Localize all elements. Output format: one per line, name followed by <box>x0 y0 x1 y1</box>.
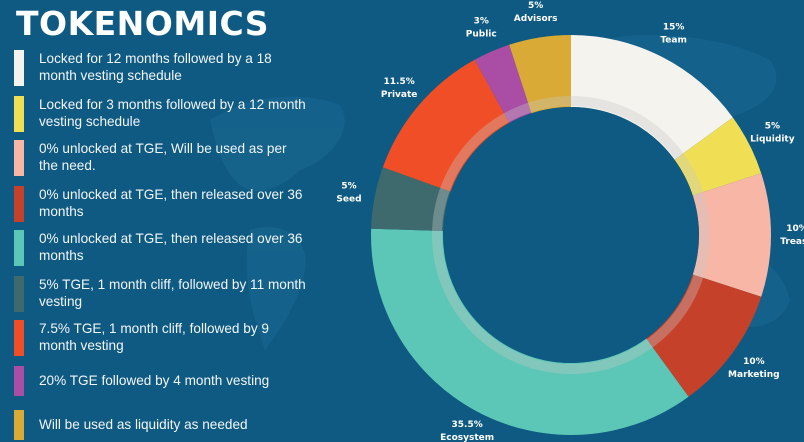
donut-slice-team <box>571 35 733 160</box>
slice-value-label: 10% <box>786 224 804 234</box>
donut-slice-marketing <box>646 274 762 397</box>
legend-item: 20% TGE followed by 4 month vesting <box>14 366 309 396</box>
slice-value-label: 10% <box>743 357 765 367</box>
slice-name-label: Seed <box>336 195 361 205</box>
slice-value-label: 11.5% <box>384 77 415 87</box>
slice-label-group: 10% Marketing <box>728 357 780 380</box>
slice-label-group: 15% Team <box>660 23 687 46</box>
legend-text: Will be used as liquidity as needed <box>39 417 248 432</box>
donut-slice-seed <box>371 167 451 231</box>
slice-label-group: 3% Public <box>466 17 497 40</box>
slice-value-label: 5% <box>528 1 543 11</box>
legend-item: 7.5% TGE, 1 month cliff, followed by 9 m… <box>14 320 309 356</box>
legend-text: Locked for 12 months followed by a 18 mo… <box>39 51 272 83</box>
legend-swatch <box>14 366 24 396</box>
slice-name-label: Marketing <box>728 370 780 380</box>
slice-name-label: Team <box>660 36 687 46</box>
legend-item: 0% unlocked at TGE, then released over 3… <box>14 230 309 266</box>
slice-label-group: 10% Treasu <box>780 224 804 247</box>
slice-value-label: 5% <box>765 121 780 131</box>
page-title: TOKENOMICS <box>16 4 270 43</box>
slice-value-label: 35.5% <box>452 420 483 430</box>
slice-value-label: 5% <box>341 182 356 192</box>
slice-name-label: Liquidity <box>750 134 795 144</box>
legend-item: 0% unlocked at TGE, then released over 3… <box>14 186 309 222</box>
legend-swatch <box>14 410 24 440</box>
donut-slice-liquidity <box>674 117 762 196</box>
donut-slice-ecosystem <box>371 228 689 436</box>
slice-name-label: Advisors <box>514 14 558 24</box>
donut-hole <box>443 107 699 363</box>
slice-value-label: 15% <box>663 23 685 33</box>
legend-swatch <box>14 276 24 312</box>
legend-item: Locked for 12 months followed by a 18 mo… <box>14 50 309 86</box>
legend-item: 5% TGE, 1 month cliff, followed by 11 mo… <box>14 276 309 312</box>
donut-slice-advisors <box>509 35 571 114</box>
slice-label-group: 5% Advisors <box>514 1 558 24</box>
legend-swatch <box>14 140 24 176</box>
legend-text: 5% TGE, 1 month cliff, followed by 11 mo… <box>39 277 306 309</box>
legend-item: Will be used as liquidity as needed <box>14 410 309 440</box>
slice-name-label: Private <box>381 90 417 100</box>
legend-text: 7.5% TGE, 1 month cliff, followed by 9 m… <box>39 321 269 353</box>
donut-slice-treasu <box>692 173 771 297</box>
legend-swatch <box>14 186 24 222</box>
slice-name-label: Treasu <box>780 237 804 247</box>
slice-name-label: Ecosystem <box>440 433 494 442</box>
legend-swatch <box>14 230 24 266</box>
legend-swatch <box>14 320 24 356</box>
slice-label-group: 35.5% Ecosystem <box>440 420 494 442</box>
legend-text: 0% unlocked at TGE, then released over 3… <box>39 187 303 219</box>
donut-slice-private <box>382 59 510 192</box>
slice-value-label: 3% <box>474 17 489 27</box>
slice-label-group: 5% Liquidity <box>750 121 795 144</box>
legend-text: Locked for 3 months followed by a 12 mon… <box>39 97 306 129</box>
slice-label-group: 11.5% Private <box>381 77 417 100</box>
slice-name-label: Public <box>466 30 497 40</box>
legend-item: 0% unlocked at TGE, Will be used as per … <box>14 140 309 176</box>
legend-swatch <box>14 50 24 86</box>
legend-text: 0% unlocked at TGE, Will be used as per … <box>39 141 287 173</box>
donut-slice-public <box>474 44 532 123</box>
legend-text: 0% unlocked at TGE, then released over 3… <box>39 231 303 263</box>
slice-label-group: 5% Seed <box>336 182 361 205</box>
donut-inner-ring <box>432 96 710 374</box>
legend-item: Locked for 3 months followed by a 12 mon… <box>14 96 309 132</box>
legend-swatch <box>14 96 24 132</box>
legend-text: 20% TGE followed by 4 month vesting <box>39 373 270 388</box>
